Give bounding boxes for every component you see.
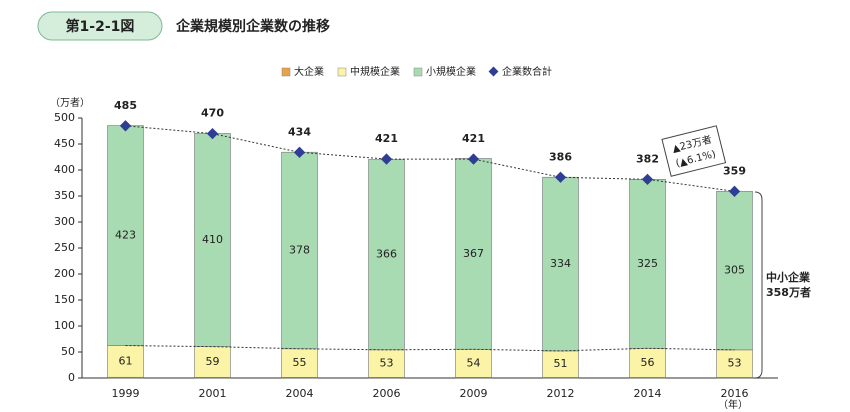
x-tick-label: 2001 (199, 387, 227, 400)
sme-bracket (754, 191, 763, 379)
chart-title: 企業規模別企業数の推移 (175, 18, 330, 35)
sme-label: 358万者 (766, 285, 811, 299)
x-tick-label: 2012 (547, 387, 575, 400)
total-label: 359 (723, 164, 746, 177)
data-label: 423 (115, 229, 136, 242)
bar-segment (194, 133, 231, 347)
legend-marker (413, 67, 423, 77)
total-line (125, 125, 735, 192)
y-tick-label: 300 (54, 215, 75, 228)
data-label: 54 (467, 356, 481, 369)
bar-segment (716, 190, 753, 351)
bar-segment (629, 348, 666, 378)
figure-label: 第1-2-1図 (66, 18, 135, 35)
x-tick-label: 1999 (112, 387, 140, 400)
data-label: 325 (637, 257, 658, 270)
legend-marker (488, 66, 499, 77)
legend-label: 小規模企業 (426, 65, 476, 78)
legend-label: 中規模企業 (350, 65, 400, 78)
x-axis-label: （年） (718, 398, 748, 411)
data-label: 410 (202, 233, 223, 246)
bar-segment (368, 159, 405, 351)
total-label: 382 (636, 152, 659, 165)
data-label: 53 (380, 357, 394, 370)
y-tick-label: 250 (54, 241, 75, 254)
data-label: 305 (724, 264, 745, 277)
bar-segment (107, 125, 144, 346)
total-marker (467, 153, 480, 165)
change-callout: ▲23万者 (▲6.1%) (661, 125, 727, 177)
total-marker (554, 171, 567, 183)
connector-line (125, 345, 735, 352)
y-tick-label: 350 (54, 189, 75, 202)
x-tick-label: 2014 (634, 387, 662, 400)
data-label: 51 (554, 357, 568, 370)
y-tick-label: 100 (54, 319, 75, 332)
y-tick-label: 450 (54, 137, 75, 150)
total-marker (206, 127, 219, 140)
data-label: 56 (641, 356, 655, 369)
legend-label: 企業数合計 (502, 65, 552, 78)
data-label: 334 (550, 257, 571, 270)
total-label: 386 (549, 150, 572, 163)
total-marker (728, 185, 741, 197)
data-label: 53 (728, 357, 742, 370)
bar-segment (455, 158, 492, 350)
x-tick-label: 2016 (721, 387, 749, 400)
y-tick-label: 50 (61, 345, 75, 358)
bar-segment (629, 179, 666, 349)
y-tick-label: 0 (68, 371, 75, 384)
total-marker (380, 153, 393, 165)
bar-segment (542, 176, 579, 352)
total-marker (293, 146, 306, 158)
x-tick-label: 2006 (373, 387, 401, 400)
total-label: 421 (375, 132, 398, 145)
x-tick-label: 2004 (286, 387, 314, 400)
bar-segment (716, 349, 753, 378)
total-label: 470 (201, 107, 224, 120)
bar-segment (542, 350, 579, 378)
total-label: 434 (288, 125, 311, 138)
bar-segment (281, 151, 318, 350)
y-tick-label: 500 (54, 111, 75, 124)
bar-segment (455, 348, 492, 378)
data-label: 378 (289, 243, 310, 256)
data-label: 366 (376, 248, 397, 261)
y-tick-label: 200 (54, 267, 75, 280)
y-axis-label: （万者） (50, 97, 90, 109)
data-label: 61 (119, 354, 133, 367)
figure-badge (37, 11, 163, 41)
bar-segment (194, 346, 231, 378)
x-tick-label: 2009 (460, 387, 488, 400)
y-tick-label: 400 (54, 163, 75, 176)
legend-marker (337, 67, 347, 77)
y-tick-label: 150 (54, 293, 75, 306)
legend-marker (281, 67, 291, 77)
data-label: 59 (206, 355, 220, 368)
data-label: 367 (463, 247, 484, 260)
sme-label: 中小企業 (766, 270, 811, 284)
bar-segment (107, 345, 144, 378)
data-label: 55 (293, 356, 307, 369)
total-label: 485 (114, 99, 137, 112)
callout-box (661, 125, 727, 177)
legend-label: 大企業 (294, 65, 324, 78)
total-label: 421 (462, 132, 485, 145)
total-marker (641, 173, 654, 186)
